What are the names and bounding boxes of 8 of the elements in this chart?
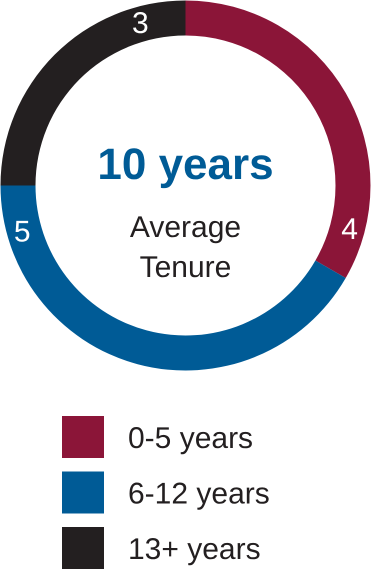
legend-label: 6-12 years xyxy=(128,477,270,510)
data-label: 3 xyxy=(132,6,149,40)
data-label: 4 xyxy=(341,212,358,246)
text: 10 years xyxy=(97,140,274,189)
data-label: 5 xyxy=(14,216,30,249)
legend-label: 13+ years xyxy=(128,532,261,566)
legend-label: 0-5 years xyxy=(128,422,254,455)
text: Average Tenure xyxy=(130,210,242,284)
